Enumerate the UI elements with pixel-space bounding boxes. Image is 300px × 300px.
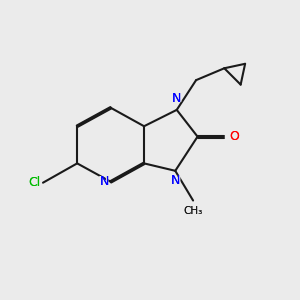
Text: N: N bbox=[100, 175, 109, 188]
Text: N: N bbox=[171, 174, 180, 188]
Text: N: N bbox=[98, 175, 109, 189]
Text: CH₃: CH₃ bbox=[184, 206, 203, 216]
Text: O: O bbox=[229, 130, 241, 144]
Text: N: N bbox=[169, 174, 181, 188]
Text: O: O bbox=[229, 130, 238, 143]
Text: Cl: Cl bbox=[25, 176, 40, 190]
Text: N: N bbox=[171, 91, 183, 104]
Text: O: O bbox=[229, 130, 238, 143]
Text: N: N bbox=[172, 92, 182, 104]
Text: N: N bbox=[171, 174, 180, 188]
Text: N: N bbox=[172, 92, 182, 104]
Text: Cl: Cl bbox=[28, 176, 40, 189]
Text: Cl: Cl bbox=[28, 176, 40, 189]
Text: CH₃: CH₃ bbox=[184, 206, 203, 216]
Text: N: N bbox=[100, 175, 109, 188]
